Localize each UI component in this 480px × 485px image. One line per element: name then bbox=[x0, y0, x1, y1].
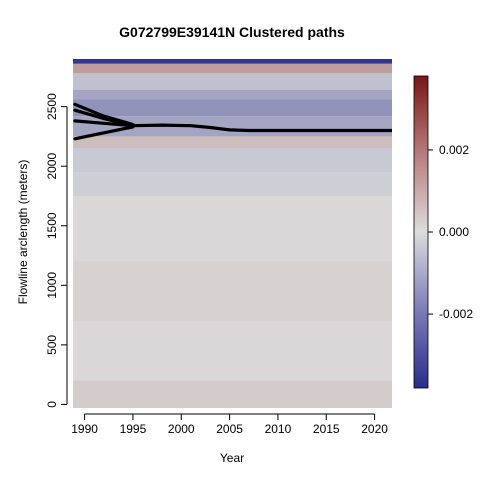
y-tick-label: 1000 bbox=[45, 272, 59, 299]
heatmap-layer bbox=[73, 59, 392, 408]
colorbar-tick-label: 0.000 bbox=[439, 225, 469, 239]
y-tick-label: 500 bbox=[45, 335, 59, 355]
y-tick-label: 2500 bbox=[45, 93, 59, 120]
heatmap-band bbox=[73, 380, 392, 408]
axes-layer: 1990 1995 2000 2005 2010 2015 2020 0 500 1000 1500… bbox=[45, 93, 388, 436]
colorbar-ticks: 0.002 0.000 -0.002 bbox=[428, 143, 473, 321]
heatmap-band bbox=[73, 89, 392, 100]
y-axis-label: Flowline arclength (meters) bbox=[16, 160, 30, 305]
heatmap-band bbox=[73, 321, 392, 381]
path-line bbox=[73, 125, 135, 141]
chart-title: G072799E39141N Clustered paths bbox=[119, 24, 345, 40]
x-tick-label: 2000 bbox=[168, 422, 195, 436]
colorbar-tick-label: -0.002 bbox=[439, 307, 473, 321]
x-tick-label: 2015 bbox=[313, 422, 340, 436]
heatmap-band bbox=[73, 261, 392, 322]
heatmap-band bbox=[73, 195, 392, 262]
x-tick-label: 2020 bbox=[361, 422, 388, 436]
colorbar-tick-label: 0.002 bbox=[439, 143, 469, 157]
heatmap-band bbox=[73, 59, 392, 64]
y-tick-label: 0 bbox=[45, 401, 59, 408]
x-tick-label: 1990 bbox=[71, 422, 98, 436]
colorbar bbox=[413, 75, 429, 389]
heatmap-band bbox=[73, 136, 392, 149]
x-tick-label: 2005 bbox=[216, 422, 243, 436]
heatmap-band bbox=[73, 99, 392, 117]
paths-layer bbox=[73, 102, 392, 141]
x-axis-label: Year bbox=[220, 451, 244, 465]
heatmap-band bbox=[73, 73, 392, 90]
heatmap-band bbox=[73, 172, 392, 196]
x-tick-label: 2010 bbox=[265, 422, 292, 436]
path-line bbox=[131, 123, 392, 133]
path-line bbox=[73, 119, 135, 128]
y-tick-label: 2000 bbox=[45, 153, 59, 180]
heatmap-band bbox=[73, 148, 392, 173]
y-tick-label: 1500 bbox=[45, 212, 59, 239]
heatmap-band bbox=[73, 63, 392, 74]
x-tick-label: 1995 bbox=[120, 422, 147, 436]
